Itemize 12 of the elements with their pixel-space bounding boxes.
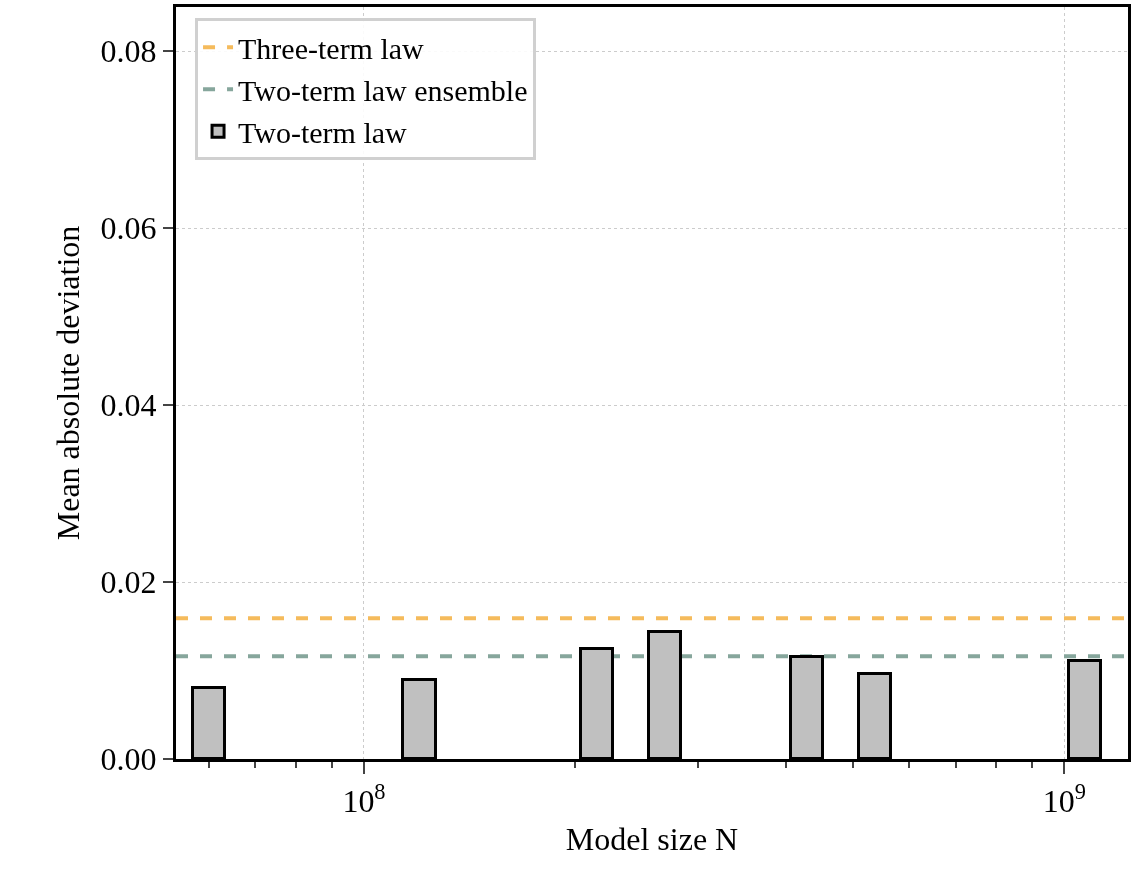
y-tick-label: 0.00 (100, 741, 157, 778)
y-tick-label: 0.08 (100, 33, 157, 70)
y-tick-label: 0.04 (100, 387, 157, 424)
y-axis-title: Mean absolute deviation (49, 225, 86, 541)
legend-label: Three-term law (238, 31, 425, 65)
x-axis-title: Model size N (565, 821, 739, 858)
legend-label: Two-term law (238, 115, 408, 149)
y-tick-label: 0.06 (100, 210, 157, 247)
legend-label: Two-term law ensemble (238, 73, 528, 107)
x-tick-label: 10$^{8}$ (342, 778, 386, 820)
x-tick-label: 10$^{9}$ (1042, 778, 1086, 820)
y-tick-label: 0.02 (100, 564, 157, 601)
